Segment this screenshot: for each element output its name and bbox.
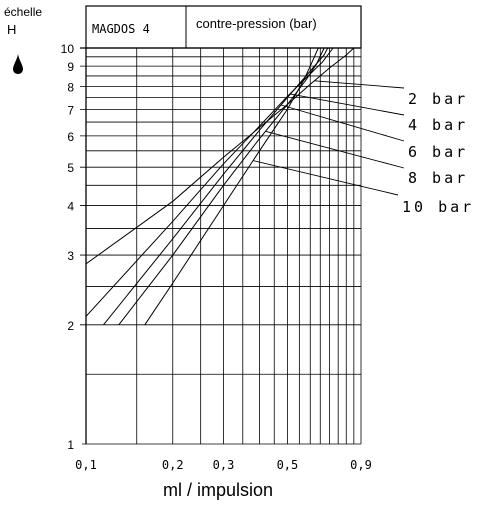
y-tick-label: 1 (67, 438, 74, 452)
x-tick-label: 0,1 (75, 458, 97, 472)
legend-entry: 6 bar (408, 143, 468, 161)
x-axis-label: ml / impulsion (163, 480, 273, 500)
series-line (85, 47, 334, 317)
series-title: contre-pression (bar) (196, 16, 317, 31)
series-line (118, 47, 325, 326)
legend-entry: 4 bar (408, 116, 468, 134)
grid (80, 47, 362, 445)
legend-leader (280, 104, 405, 142)
legend-entry: 10 bar (402, 198, 474, 216)
legend: 2 bar 4 bar 6 bar 8 bar 10 bar (252, 80, 474, 216)
legend-leader (314, 80, 405, 89)
legend-leader (252, 160, 399, 196)
x-tick-label: 0,2 (162, 458, 184, 472)
y-tick-label: 7 (67, 103, 74, 117)
chart-header: MAGDOS 4 contre-pression (bar) échelle H (4, 5, 362, 74)
series-line (85, 47, 355, 265)
scale-label: échelle (4, 5, 42, 19)
x-tick-label: 0,9 (350, 458, 372, 472)
legend-entry: 8 bar (408, 169, 468, 187)
legend-leader (265, 130, 405, 169)
curves (85, 47, 355, 326)
y-tick-label: 4 (67, 200, 74, 214)
legend-leader (289, 93, 405, 116)
y-tick-label: 3 (67, 249, 74, 263)
y-tick-labels: 1 2 3 4 5 6 7 8 9 10 (61, 42, 75, 452)
y-tick-label: 6 (67, 130, 74, 144)
model-label: MAGDOS 4 (92, 22, 150, 36)
series-line (144, 47, 319, 326)
y-tick-label: 8 (67, 80, 74, 94)
x-tick-label: 0,5 (277, 458, 299, 472)
x-tick-label: 0,3 (213, 458, 235, 472)
y-tick-label: 9 (67, 60, 74, 74)
scale-unit: H (7, 22, 16, 37)
y-tick-label: 10 (61, 42, 75, 56)
legend-entry: 2 bar (408, 90, 468, 108)
x-tick-labels: 0,1 0,2 0,3 0,5 0,9 (75, 458, 372, 472)
series-line (103, 47, 329, 326)
y-tick-label: 2 (67, 319, 74, 333)
y-tick-label: 5 (67, 161, 74, 175)
drop-icon (13, 54, 23, 74)
